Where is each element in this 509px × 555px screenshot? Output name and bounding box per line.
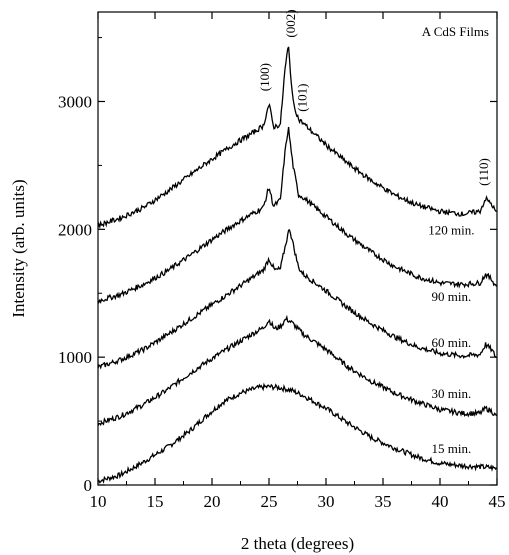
series-curve-1 bbox=[97, 314, 498, 427]
peak-labels: (100) (002) (101) (110) bbox=[257, 9, 491, 185]
x-tick-label: 35 bbox=[375, 492, 392, 511]
series-label-3: 90 min. bbox=[432, 289, 472, 304]
peak-label-0: (100) bbox=[257, 63, 272, 91]
x-tick-label: 20 bbox=[204, 492, 221, 511]
series-label-0: 15 min. bbox=[432, 441, 472, 456]
y-axis-title: Intensity (arb. units) bbox=[9, 179, 28, 317]
chart-legend-text: A CdS Films bbox=[422, 24, 489, 39]
x-tick-label: 30 bbox=[318, 492, 335, 511]
y-tick-label: 2000 bbox=[58, 220, 92, 239]
peak-label-1: (002) bbox=[283, 9, 298, 37]
x-axis-ticks: 10 15 20 25 30 35 40 45 bbox=[90, 12, 506, 511]
series-curves bbox=[97, 46, 498, 484]
y-axis-ticks: 0 1000 2000 3000 bbox=[58, 37, 497, 495]
plot-frame bbox=[97, 11, 498, 486]
series-label-2: 60 min. bbox=[432, 335, 472, 350]
x-tick-label: 40 bbox=[432, 492, 449, 511]
x-tick-label: 15 bbox=[147, 492, 164, 511]
x-axis-title: 2 theta (degrees) bbox=[241, 534, 354, 553]
series-label-1: 30 min. bbox=[432, 386, 472, 401]
y-tick-label: 1000 bbox=[58, 348, 92, 367]
series-curve-4 bbox=[97, 46, 497, 230]
x-tick-label: 25 bbox=[261, 492, 278, 511]
x-tick-label: 45 bbox=[489, 492, 506, 511]
series-label-4: 120 min. bbox=[428, 222, 474, 237]
series-curve-0 bbox=[97, 382, 498, 484]
series-curve-2 bbox=[97, 229, 497, 370]
y-tick-label: 0 bbox=[84, 476, 93, 495]
series-curve-3 bbox=[97, 126, 498, 305]
x-tick-label: 10 bbox=[90, 492, 107, 511]
peak-label-3: (110) bbox=[476, 158, 491, 186]
series-labels: 15 min. 30 min. 60 min. 90 min. 120 min. bbox=[428, 222, 474, 456]
peak-label-2: (101) bbox=[295, 84, 310, 112]
y-tick-label: 3000 bbox=[58, 92, 92, 111]
